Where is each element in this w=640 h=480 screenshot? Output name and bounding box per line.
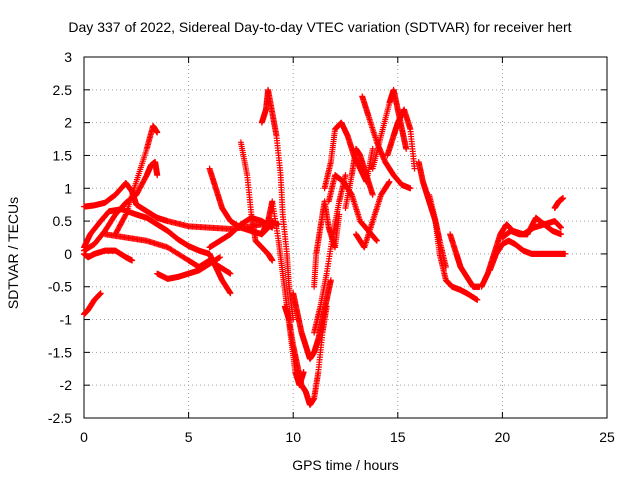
series-arc-29 <box>486 237 569 274</box>
series-arc-1 <box>81 180 282 232</box>
x-tick-label: 0 <box>80 429 88 445</box>
series-arc-21 <box>352 178 393 251</box>
y-tick-label: 2.5 <box>53 82 73 98</box>
y-tick-label: -2.5 <box>48 410 72 426</box>
data-point <box>342 172 349 179</box>
x-tick-label: 10 <box>285 429 301 445</box>
data-point <box>560 195 567 202</box>
data-points <box>81 86 569 408</box>
series-arc-27 <box>447 231 483 290</box>
x-tick-label: 5 <box>185 429 193 445</box>
data-point <box>154 172 161 179</box>
data-point <box>97 290 104 297</box>
series-arc-31 <box>551 195 567 211</box>
x-tick-label: 20 <box>495 429 511 445</box>
data-point <box>557 224 564 231</box>
series-arc-3 <box>81 247 136 264</box>
y-tick-label: -1 <box>60 312 73 328</box>
series-arc-15 <box>290 277 334 362</box>
data-point <box>154 129 161 136</box>
series-arc-4 <box>81 290 104 318</box>
y-tick-label: 3 <box>64 49 72 65</box>
series-arc-23 <box>369 86 410 172</box>
axis-ticks: -2.5 -2 -1.5 -1 -0.5 0 0.5 1 1.5 2 2.5 3 0 5 10 15 20 25 <box>48 49 615 445</box>
grid-lines <box>84 57 607 418</box>
x-tick-label: 25 <box>599 429 615 445</box>
y-tick-label: 1.5 <box>53 147 73 163</box>
data-point <box>129 257 136 264</box>
data-point <box>562 250 569 257</box>
data-point <box>269 224 276 231</box>
data-point <box>122 212 129 219</box>
y-tick-label: -2 <box>60 377 73 393</box>
y-tick-label: 0.5 <box>53 213 73 229</box>
series-arc-12 <box>258 86 297 323</box>
series-arc-20 <box>342 145 376 211</box>
series-arc-17 <box>311 172 349 336</box>
data-point <box>269 257 276 264</box>
y-tick-label: -1.5 <box>48 344 72 360</box>
plot-frame <box>83 56 608 419</box>
data-point <box>403 145 410 152</box>
series-arc-5 <box>81 159 161 254</box>
data-point <box>373 237 380 244</box>
y-tick-label: 0 <box>64 246 72 262</box>
x-axis-label: GPS time / hours <box>292 457 399 473</box>
data-point <box>227 270 234 277</box>
data-point <box>327 277 334 284</box>
data-point <box>369 191 376 198</box>
y-tick-label: -0.5 <box>48 279 72 295</box>
data-point <box>411 165 418 172</box>
series-arc-7 <box>101 231 234 277</box>
x-tick-label: 15 <box>390 429 406 445</box>
series-arc-14 <box>281 303 330 408</box>
series-arc-30 <box>499 214 564 241</box>
series-arc-6 <box>112 122 161 238</box>
y-tick-label: 1 <box>64 180 72 196</box>
series-arc-24 <box>384 106 418 172</box>
chart-title: Day 337 of 2022, Sidereal Day-to-day VTE… <box>68 19 572 35</box>
data-point <box>227 290 234 297</box>
series-arc-26 <box>426 191 481 303</box>
y-axis-label: SDTVAR / TECUs <box>5 196 21 310</box>
series-arc-11 <box>237 139 276 264</box>
data-point <box>474 296 481 303</box>
data-point <box>369 145 376 152</box>
data-point <box>557 231 564 238</box>
data-point <box>216 254 223 261</box>
data-point <box>386 178 393 185</box>
data-point <box>407 185 414 192</box>
series-arc-8 <box>154 254 223 282</box>
y-tick-label: 2 <box>64 115 72 131</box>
